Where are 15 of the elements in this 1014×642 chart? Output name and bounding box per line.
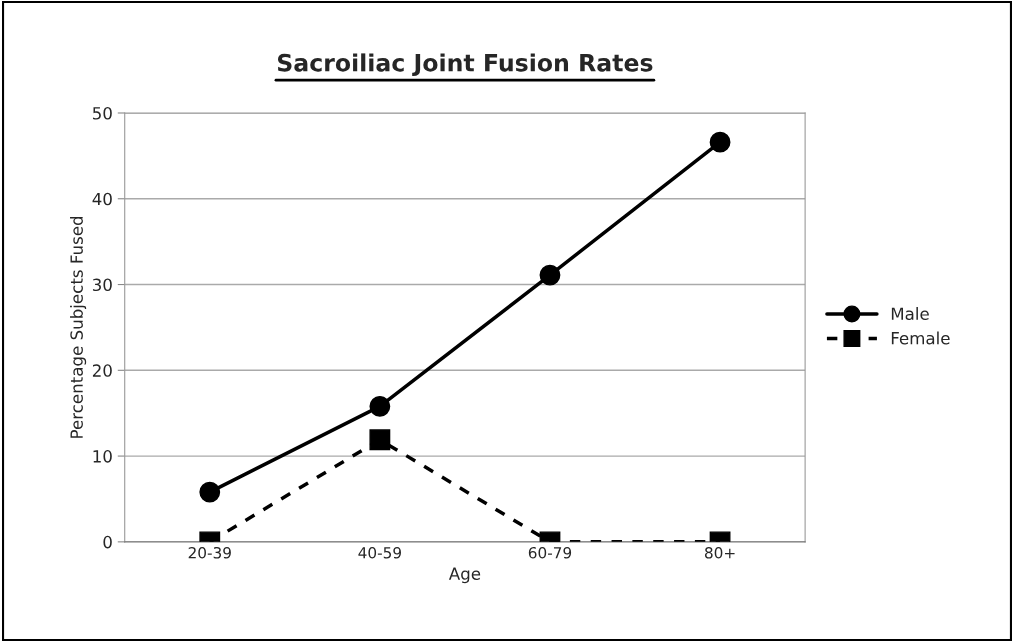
x-tick-label: 80+ bbox=[704, 546, 735, 559]
x-tick-label: 40-59 bbox=[358, 546, 401, 559]
y-tick-label: 40 bbox=[92, 192, 112, 206]
legend-label: Male bbox=[891, 307, 929, 321]
x-axis-title: Age bbox=[448, 567, 481, 584]
y-tick-label: 10 bbox=[93, 450, 112, 463]
x-tick-label: 60-79 bbox=[528, 546, 572, 559]
y-tick-label: 50 bbox=[92, 106, 112, 120]
y-tick-label: 20 bbox=[92, 364, 112, 377]
y-tick-label: 30 bbox=[92, 278, 112, 292]
y-axis-title: Percentage Subjects Fused bbox=[70, 216, 87, 438]
legend-label: Female bbox=[891, 331, 950, 345]
y-tick-label: 0 bbox=[103, 535, 112, 549]
chart-title: Sacroiliac Joint Fusion Rates bbox=[277, 53, 653, 77]
x-tick-label: 20-39 bbox=[188, 546, 231, 559]
